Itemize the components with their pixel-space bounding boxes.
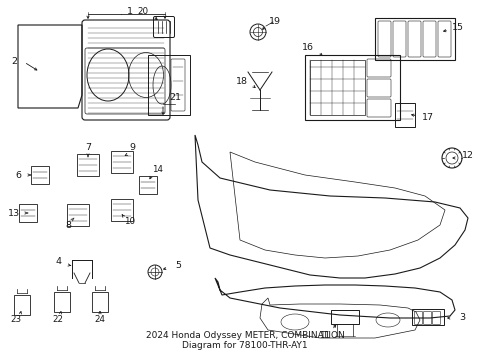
Bar <box>92 292 108 312</box>
Text: 2: 2 <box>11 58 17 67</box>
Text: 4: 4 <box>55 257 61 266</box>
Text: 6: 6 <box>15 171 21 180</box>
Text: 20: 20 <box>137 8 148 17</box>
Bar <box>310 60 365 115</box>
Text: 9: 9 <box>129 144 135 153</box>
Text: 18: 18 <box>236 77 248 86</box>
Text: 3: 3 <box>459 314 465 323</box>
Text: 21: 21 <box>169 94 181 103</box>
Text: 23: 23 <box>10 315 22 324</box>
Text: 5: 5 <box>175 261 181 270</box>
Text: 14: 14 <box>152 166 164 175</box>
Text: 22: 22 <box>52 315 64 324</box>
Text: 11: 11 <box>319 330 330 339</box>
Text: 15: 15 <box>452 23 464 32</box>
Bar <box>111 199 133 221</box>
Text: 1: 1 <box>127 8 133 17</box>
Bar <box>19 204 37 222</box>
Bar <box>14 295 30 315</box>
Text: 12: 12 <box>462 150 474 159</box>
Text: 13: 13 <box>8 208 20 217</box>
Bar <box>111 151 133 173</box>
Bar <box>412 309 444 325</box>
Bar <box>54 292 70 312</box>
Bar <box>139 176 157 194</box>
Bar <box>67 204 89 226</box>
Bar <box>31 166 49 184</box>
Text: 2024 Honda Odyssey METER, COMBINATION
Diagram for 78100-THR-AY1: 2024 Honda Odyssey METER, COMBINATION Di… <box>146 330 344 350</box>
Bar <box>331 310 359 324</box>
Text: 10: 10 <box>124 217 136 226</box>
Text: 8: 8 <box>65 220 71 230</box>
Bar <box>305 55 400 120</box>
Text: 19: 19 <box>269 18 281 27</box>
Bar <box>77 154 99 176</box>
Text: 24: 24 <box>95 315 105 324</box>
Text: 7: 7 <box>85 144 91 153</box>
Bar <box>375 18 455 60</box>
Bar <box>148 55 190 115</box>
Bar <box>395 103 415 127</box>
Text: 16: 16 <box>302 44 314 53</box>
Text: 17: 17 <box>422 113 434 122</box>
